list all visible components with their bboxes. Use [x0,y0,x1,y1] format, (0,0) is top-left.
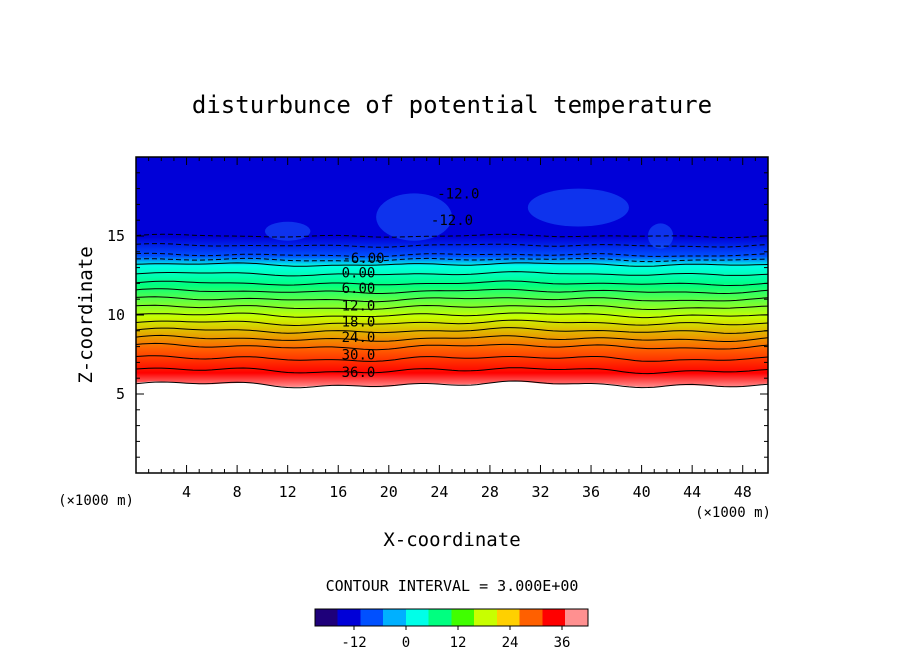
field-patch [264,221,311,241]
contour-line [136,327,768,334]
chart-title: disturbunce of potential temperature [192,91,712,119]
y-axis-label: Z-coordinate [75,246,97,383]
contour-line [136,367,768,375]
x-tick-label: 32 [531,483,549,501]
x-tick-label: 44 [683,483,701,501]
colorbar-tick-label: 0 [402,635,410,651]
contour-interval-label: CONTOUR INTERVAL = 3.000E+00 [326,577,579,595]
y-tick-label: 10 [107,306,125,324]
colorbar-tick-label: 12 [450,635,467,651]
contour-label: 36.0 [342,365,376,381]
contour-label: 18.0 [342,314,376,330]
contour-line [136,288,768,295]
contour-line [136,252,768,258]
contour-line [136,355,768,362]
colorbar-tick-label: -12 [341,635,366,651]
x-axis-unit: (×1000 m) [695,505,771,521]
x-tick-label: 24 [430,483,448,501]
contour-lines [136,233,768,389]
x-tick-label: 48 [734,483,752,501]
contour-label: -12.0 [431,213,473,229]
contour-line [136,334,768,342]
contour-label: 6.00 [342,281,376,297]
contour-label: 12.0 [342,299,376,315]
contour-line [136,296,768,303]
contour-line [136,380,768,389]
contour-line [136,304,768,310]
contour-line [136,233,768,239]
x-tick-label: 8 [233,483,242,501]
contour-label: -6.00 [342,251,384,267]
y-tick-label: 5 [116,385,125,403]
contour-line [136,271,768,277]
x-tick-label: 4 [182,483,191,501]
contour-labels: -12.0 -12.0 -6.000.006.00 12.018.024.0 30.03… [342,186,480,381]
contour-line [136,262,768,267]
x-tick-label: 28 [481,483,499,501]
contour-line [136,319,768,327]
colorbar-tick-label: 24 [502,635,519,651]
contour-label: 0.00 [342,265,376,281]
contour-label: 24.0 [342,330,376,346]
x-tick-label: 20 [380,483,398,501]
x-tick-label: 40 [633,483,651,501]
contour-line [136,280,768,287]
contour-line [136,257,768,263]
colorbar [314,608,589,627]
x-tick-label: 16 [329,483,347,501]
field-patch [527,188,629,227]
x-tick-label: 36 [582,483,600,501]
contour-line [136,342,768,351]
y-axis-unit: (×1000 m) [58,493,134,509]
contour-label: 30.0 [342,348,376,364]
colorbar-tick-label: 36 [554,635,571,651]
field-patch [376,193,452,241]
contour-line [136,243,768,248]
x-tick-label: 12 [279,483,297,501]
y-tick-label: 15 [107,227,125,245]
contour-line [136,312,768,319]
plot-area [136,157,768,388]
colorbar-ticks: -12 0 12 24 36 [341,626,570,651]
contour-label: -12.0 [437,186,479,202]
x-axis-label: X-coordinate [383,529,520,551]
